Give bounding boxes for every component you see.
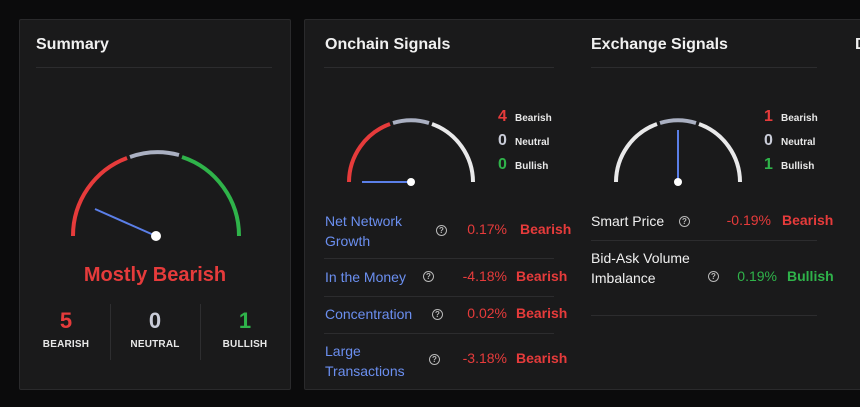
- signal-verdict: Bearish: [516, 350, 568, 366]
- legend-neutral-count: 0: [764, 132, 773, 149]
- question-circle-icon[interactable]: ?: [436, 225, 447, 236]
- signal-verdict: Bullish: [787, 268, 834, 284]
- divider: [324, 258, 554, 259]
- legend-bullish-count: 1: [764, 156, 773, 173]
- legend-bearish-label: Bearish: [781, 113, 818, 124]
- divider: [36, 67, 272, 68]
- divider: [591, 315, 817, 316]
- signal-name-in-the-money[interactable]: In the Money: [325, 269, 406, 285]
- legend-neutral-count: 0: [498, 132, 507, 149]
- signals-panel: Onchain Signals 4 Bearish 0 Neutral 0 Bulli…: [304, 19, 860, 390]
- legend-bearish-count: 1: [764, 108, 773, 125]
- summary-verdict: Mostly Bearish: [83, 264, 227, 286]
- bearish-count-value: 5: [59, 308, 73, 333]
- legend-bullish-count: 0: [498, 156, 507, 173]
- signal-pct: 0.17%: [467, 221, 507, 237]
- bullish-count-value: 1: [238, 308, 252, 333]
- gauge-pivot: [674, 178, 682, 186]
- signal-pct: 0.19%: [737, 268, 777, 284]
- bullish-count-label: BULLISH: [222, 339, 268, 350]
- bullish-count: 1 BULLISH: [205, 308, 285, 351]
- divider: [591, 240, 817, 241]
- question-circle-icon[interactable]: ?: [429, 354, 440, 365]
- legend-neutral-label: Neutral: [781, 137, 816, 148]
- question-circle-icon[interactable]: ?: [423, 271, 434, 282]
- signal-pct: -0.19%: [726, 212, 771, 228]
- divider: [324, 296, 554, 297]
- legend-bullish-label: Bullish: [781, 161, 815, 172]
- legend-bearish-label: Bearish: [515, 113, 552, 124]
- next-section-title-clipped: D: [855, 36, 860, 54]
- gauge-pivot: [407, 178, 415, 186]
- divider: [324, 333, 554, 334]
- divider: [324, 67, 554, 68]
- onchain-gauge: [347, 118, 475, 186]
- signal-name-smart-price[interactable]: Smart Price: [591, 213, 665, 229]
- signal-pct: -4.18%: [462, 268, 507, 284]
- onchain-title: Onchain Signals: [325, 36, 451, 53]
- neutral-count-label: NEUTRAL: [130, 339, 180, 350]
- summary-title: Summary: [36, 36, 109, 53]
- bearish-count-label: BEARISH: [42, 339, 90, 350]
- signal-verdict: Bearish: [516, 268, 568, 284]
- onchain-legend: 4 Bearish 0 Neutral 0 Bullish: [498, 108, 552, 180]
- signal-name-net-network-growth[interactable]: Net Network Growth: [325, 213, 403, 249]
- question-circle-icon[interactable]: ?: [708, 271, 719, 282]
- summary-panel: Summary Mostly Bearish 5 BEARISH 0 NEUTR…: [19, 19, 291, 390]
- signal-name-large-transactions[interactable]: Large Transactions: [325, 343, 405, 379]
- signal-verdict: Bearish: [516, 305, 568, 321]
- exchange-title: Exchange Signals: [591, 36, 728, 53]
- signal-verdict: Bearish: [782, 212, 834, 228]
- signal-verdict: Bearish: [520, 221, 572, 237]
- exchange-legend: 1 Bearish 0 Neutral 1 Bullish: [764, 108, 818, 180]
- signal-name-bid-ask-volume-imbalance[interactable]: Bid-Ask Volume Imbalance: [591, 250, 690, 286]
- question-circle-icon[interactable]: ?: [432, 309, 443, 320]
- neutral-count: 0 NEUTRAL: [115, 308, 195, 351]
- bearish-count: 5 BEARISH: [26, 308, 106, 351]
- gauge-pivot: [151, 231, 161, 241]
- legend-neutral-label: Neutral: [515, 137, 550, 148]
- divider: [110, 304, 111, 360]
- neutral-count-value: 0: [148, 308, 162, 333]
- legend-bearish-count: 4: [498, 108, 507, 125]
- signal-pct: -3.18%: [462, 350, 507, 366]
- exchange-gauge: [614, 118, 742, 186]
- gauge-needle: [94, 208, 157, 237]
- divider: [591, 67, 817, 68]
- question-circle-icon[interactable]: ?: [679, 216, 690, 227]
- signal-pct: 0.02%: [467, 305, 507, 321]
- legend-bullish-label: Bullish: [515, 161, 549, 172]
- divider: [200, 304, 201, 360]
- summary-gauge: [70, 150, 242, 241]
- signal-name-concentration[interactable]: Concentration: [325, 306, 413, 322]
